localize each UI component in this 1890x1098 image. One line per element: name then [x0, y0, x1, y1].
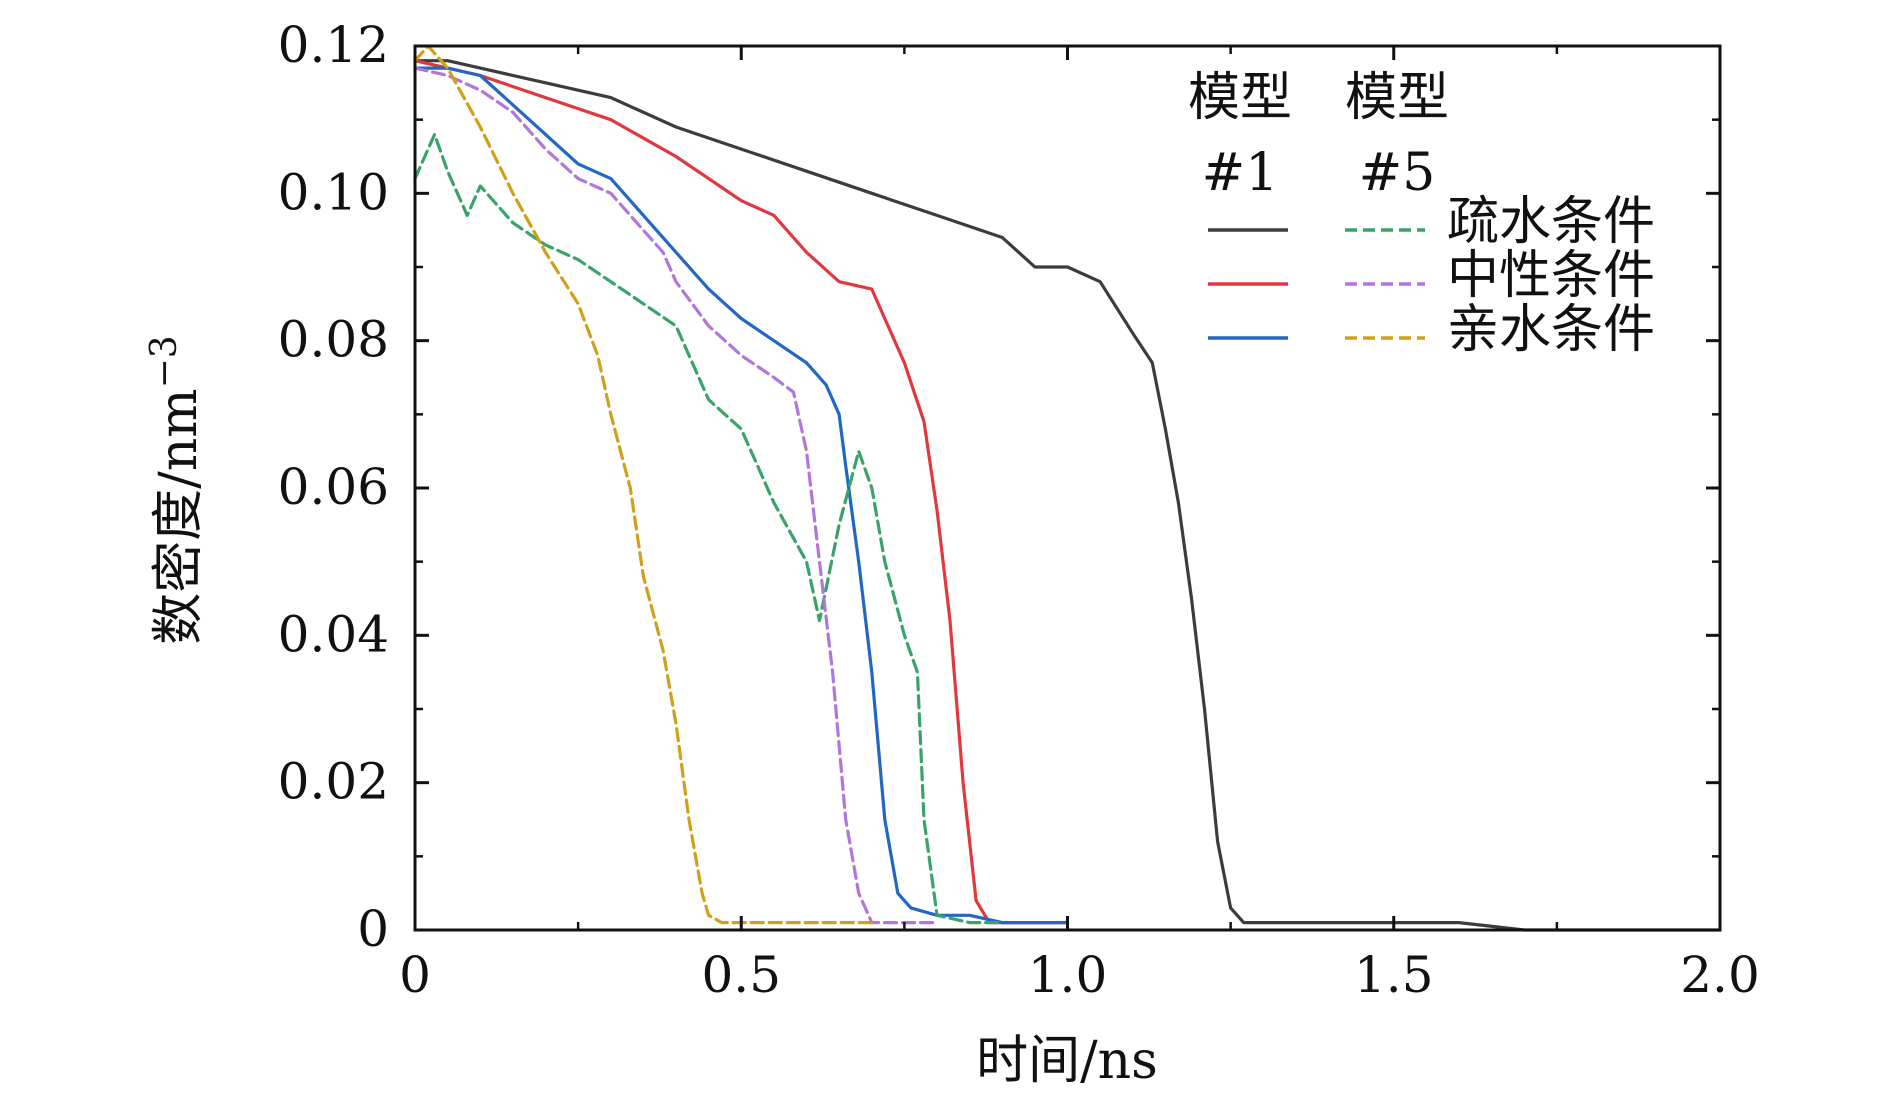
legend-col-header-1-top: 模型 [1188, 68, 1292, 128]
series-layer [413, 44, 1722, 932]
y-tick-label: 0.10 [278, 163, 389, 221]
y-tick-label: 0.06 [278, 458, 389, 516]
y-axis-title-main: 数密度/nm [149, 388, 209, 644]
x-tick-label: 2.0 [1680, 946, 1760, 1004]
series-line-6 [413, 44, 874, 925]
series-line-4 [413, 132, 1004, 925]
legend-label-hydrophilic: 亲水条件 [1447, 300, 1655, 360]
y-tick-label: 0.04 [278, 605, 389, 663]
x-tick-label: 1.0 [1028, 946, 1108, 1004]
series-line-2 [413, 59, 1070, 925]
tick-labels-layer: 0 0.5 1.0 1.5 2.0 0 0.02 0.04 0.06 0.08 0.10 0.12 [278, 16, 1760, 1004]
y-tick-label: 0.08 [278, 311, 389, 369]
legend-label-hydrophobic: 疏水条件 [1447, 192, 1655, 252]
y-axis-title: 数密度/nm−3 [144, 335, 209, 644]
y-tick-label: 0.02 [278, 753, 389, 811]
legend-col-header-2-bottom: #5 [1359, 143, 1436, 203]
x-tick-label: 0 [399, 946, 431, 1004]
y-axis-title-exponent: −3 [144, 335, 185, 388]
x-axis-title: 时间/ns [976, 1031, 1158, 1091]
y-tick-label: 0 [357, 900, 389, 958]
series-line-3 [413, 66, 1070, 925]
legend-col-header-2-top: 模型 [1345, 68, 1449, 128]
series-line-5 [413, 66, 939, 925]
x-tick-label: 0.5 [701, 946, 781, 1004]
y-axis-title-group: 数密度/nm−3 [144, 335, 209, 644]
legend: 模型 #1 模型 #5 疏水条件 中性条件 亲水条件 [1188, 68, 1655, 360]
y-tick-label: 0.12 [278, 16, 389, 74]
ticks-layer [413, 44, 1722, 932]
x-tick-label: 1.5 [1354, 946, 1434, 1004]
legend-label-neutral: 中性条件 [1447, 246, 1655, 306]
legend-col-header-1-bottom: #1 [1202, 143, 1279, 203]
